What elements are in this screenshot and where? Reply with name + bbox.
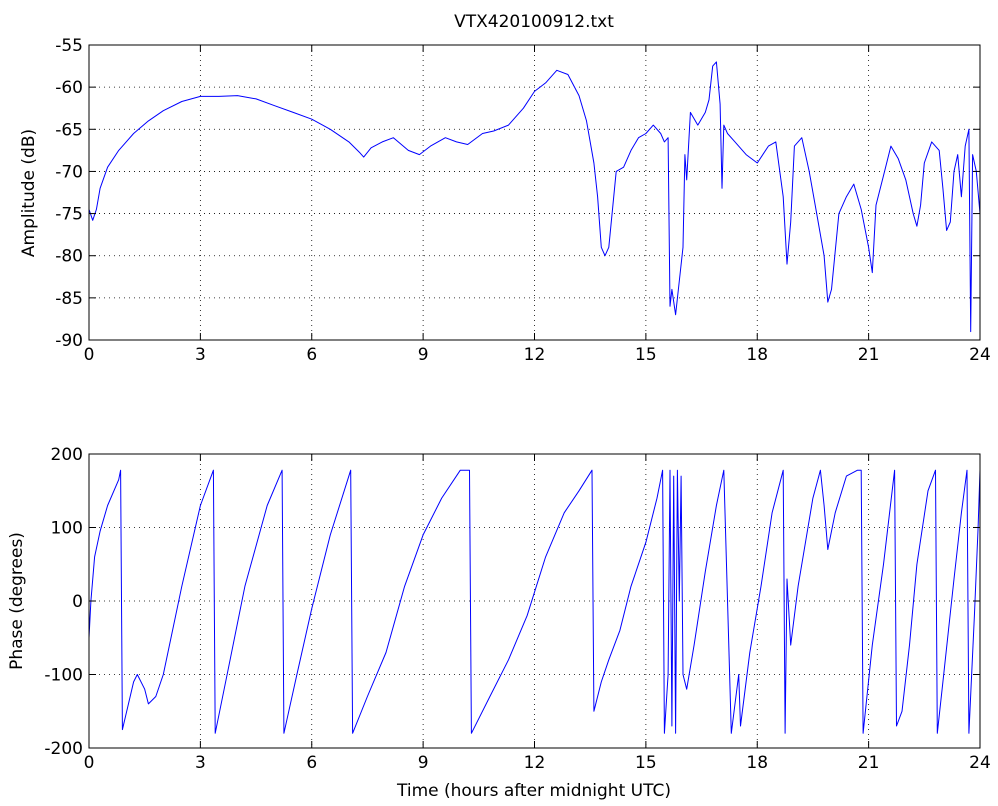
amplitude-plot: 0 3 6 9 12 15 18 21 24 -90 -85 -80 -75 -70 -65 -60 -55 A…	[19, 36, 991, 365]
amplitude-y-tick-label: -60	[55, 78, 83, 98]
phase-x-tick-label: 9	[418, 753, 429, 773]
amplitude-y-tick-label: -75	[55, 205, 83, 225]
amplitude-x-tick-label: 12	[524, 345, 546, 365]
amplitude-grid	[89, 45, 980, 340]
phase-x-axis-label: Time (hours after midnight UTC)	[396, 781, 671, 801]
amplitude-x-tick-label: 9	[418, 345, 429, 365]
chart-title: VTX420100912.txt	[454, 12, 614, 32]
amplitude-series-line	[88, 61, 981, 333]
phase-y-tick-label: -200	[44, 739, 83, 759]
amplitude-x-tick-label: 0	[84, 345, 95, 365]
amplitude-x-tick-label: 24	[969, 345, 991, 365]
phase-grid	[89, 454, 980, 748]
amplitude-y-tick-label: -85	[55, 289, 83, 309]
phase-y-axis-label: Phase (degrees)	[7, 532, 27, 670]
amplitude-series	[88, 61, 981, 333]
phase-x-tick-label: 0	[84, 753, 95, 773]
phase-y-tick-label: 0	[72, 592, 83, 612]
phase-y-tick-label: 200	[51, 445, 83, 465]
amplitude-y-tick-label: -55	[55, 36, 83, 56]
amplitude-x-tick-label: 21	[858, 345, 880, 365]
phase-x-tick-label: 15	[635, 753, 657, 773]
amplitude-y-tick-label: -90	[55, 331, 83, 351]
phase-x-tick-label: 18	[746, 753, 768, 773]
phase-x-tick-label: 12	[524, 753, 546, 773]
phase-plot: 0 3 6 9 12 15 18 21 24 -200 -100 0 100 200 Phase (deg…	[7, 445, 991, 801]
amplitude-y-tick-label: -70	[55, 162, 83, 182]
amplitude-y-tick-label: -80	[55, 247, 83, 267]
phase-x-tick-label: 3	[195, 753, 206, 773]
phase-ticks: 0 3 6 9 12 15 18 21 24 -200 -100 0 100 200	[44, 445, 990, 773]
phase-x-tick-label: 24	[969, 753, 991, 773]
phase-series	[88, 469, 981, 734]
amplitude-ticks: 0 3 6 9 12 15 18 21 24 -90 -85 -80 -75 -70 -65 -60 -55	[55, 36, 991, 365]
amplitude-y-tick-label: -65	[55, 120, 83, 140]
amplitude-x-tick-label: 6	[306, 345, 317, 365]
amplitude-y-axis-label: Amplitude (dB)	[19, 129, 39, 257]
amplitude-x-tick-label: 18	[746, 345, 768, 365]
phase-series-line	[88, 469, 981, 734]
phase-y-tick-label: -100	[44, 666, 83, 686]
phase-y-tick-label: 100	[51, 519, 83, 539]
phase-x-tick-label: 21	[858, 753, 880, 773]
amplitude-x-tick-label: 3	[195, 345, 206, 365]
phase-x-tick-label: 6	[306, 753, 317, 773]
amplitude-x-tick-label: 15	[635, 345, 657, 365]
